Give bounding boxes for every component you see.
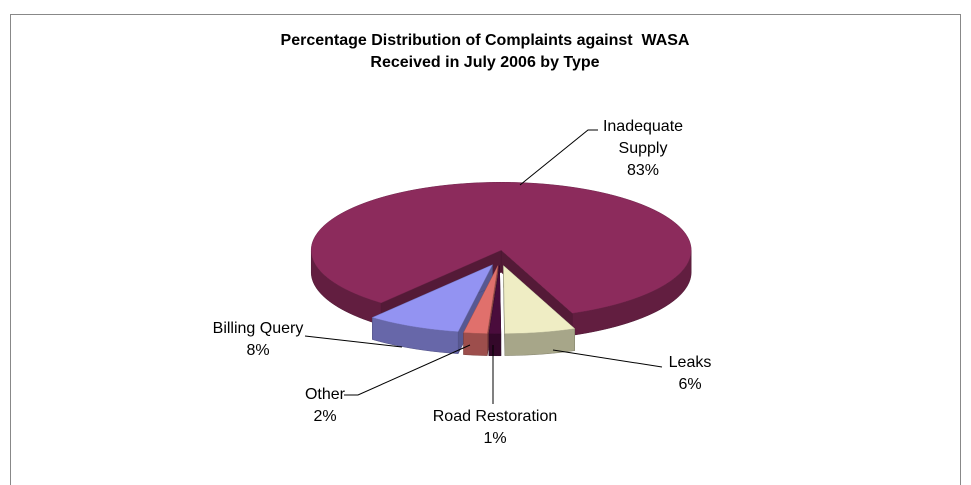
category-label: Inadequate Supply <box>602 118 684 157</box>
leader-line <box>552 349 663 368</box>
leader-line <box>304 335 403 348</box>
value-label: 83% <box>626 162 660 179</box>
chart-title: Percentage Distribution of Complaints ag… <box>281 32 690 49</box>
value-label: 1% <box>483 430 507 447</box>
slice-label: Leaks 6% <box>650 352 730 396</box>
category-label: Billing Query <box>212 320 304 337</box>
slice-label: Other 2% <box>285 384 365 428</box>
leader-line <box>344 344 471 396</box>
value-label: 2% <box>313 408 337 425</box>
slice <box>488 265 502 335</box>
category-label: Other <box>304 386 345 403</box>
chart-title: Received in July 2006 by Type <box>370 54 599 71</box>
slice-label: Billing Query 8% <box>188 318 328 362</box>
slice <box>463 265 499 334</box>
slice-side <box>488 333 502 357</box>
value-label: 6% <box>678 376 702 393</box>
slice-label: Road Restoration 1% <box>405 406 585 450</box>
slice-label: Inadequate Supply 83% <box>593 116 693 182</box>
category-label: Leaks <box>668 354 712 371</box>
slice-side <box>463 332 488 356</box>
slice <box>310 182 692 314</box>
slice <box>503 265 576 334</box>
value-label: 8% <box>246 342 270 359</box>
category-label: Road Restoration <box>432 408 558 425</box>
slice <box>371 264 493 332</box>
leader-line <box>519 129 598 186</box>
